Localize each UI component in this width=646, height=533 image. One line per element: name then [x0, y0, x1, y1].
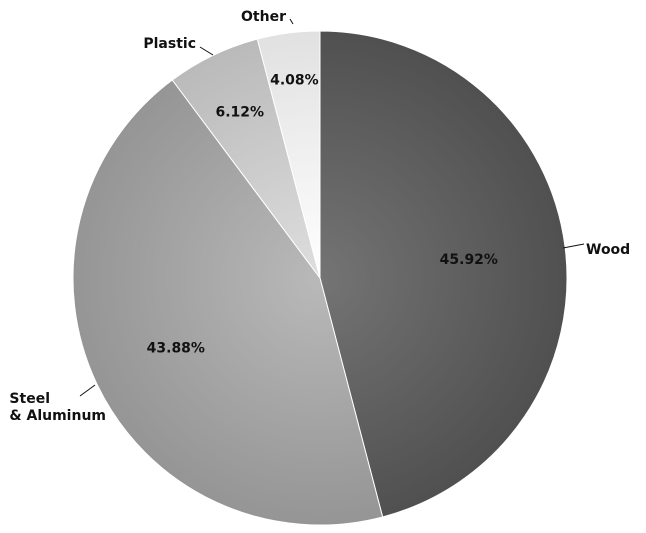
pie-slice-other — [256, 30, 321, 279]
pie-slices — [72, 30, 568, 526]
leader-lines — [79, 18, 585, 397]
category-label-other: Other — [241, 9, 286, 25]
leader-line-wood — [562, 243, 585, 249]
category-label-wood: Wood — [586, 242, 630, 258]
leader-line-other — [289, 18, 294, 25]
category-label-steel-aluminum: Steel & Aluminum — [9, 391, 106, 424]
percent-label-wood: 45.92% — [440, 252, 498, 268]
pie-slice-steel-aluminum — [72, 79, 384, 526]
leader-line-plastic — [199, 46, 214, 56]
percent-label-plastic: 6.12% — [216, 104, 265, 120]
category-labels: Wood Steel & Aluminum Plastic Other — [9, 9, 630, 424]
pie-slice-wood — [319, 30, 568, 518]
percent-label-steel-aluminum: 43.88% — [147, 340, 205, 356]
percent-labels: 45.92% 43.88% 6.12% 4.08% — [147, 73, 498, 357]
percent-label-other: 4.08% — [270, 73, 319, 89]
category-label-plastic: Plastic — [143, 36, 196, 52]
leader-line-steel-aluminum — [79, 384, 96, 397]
